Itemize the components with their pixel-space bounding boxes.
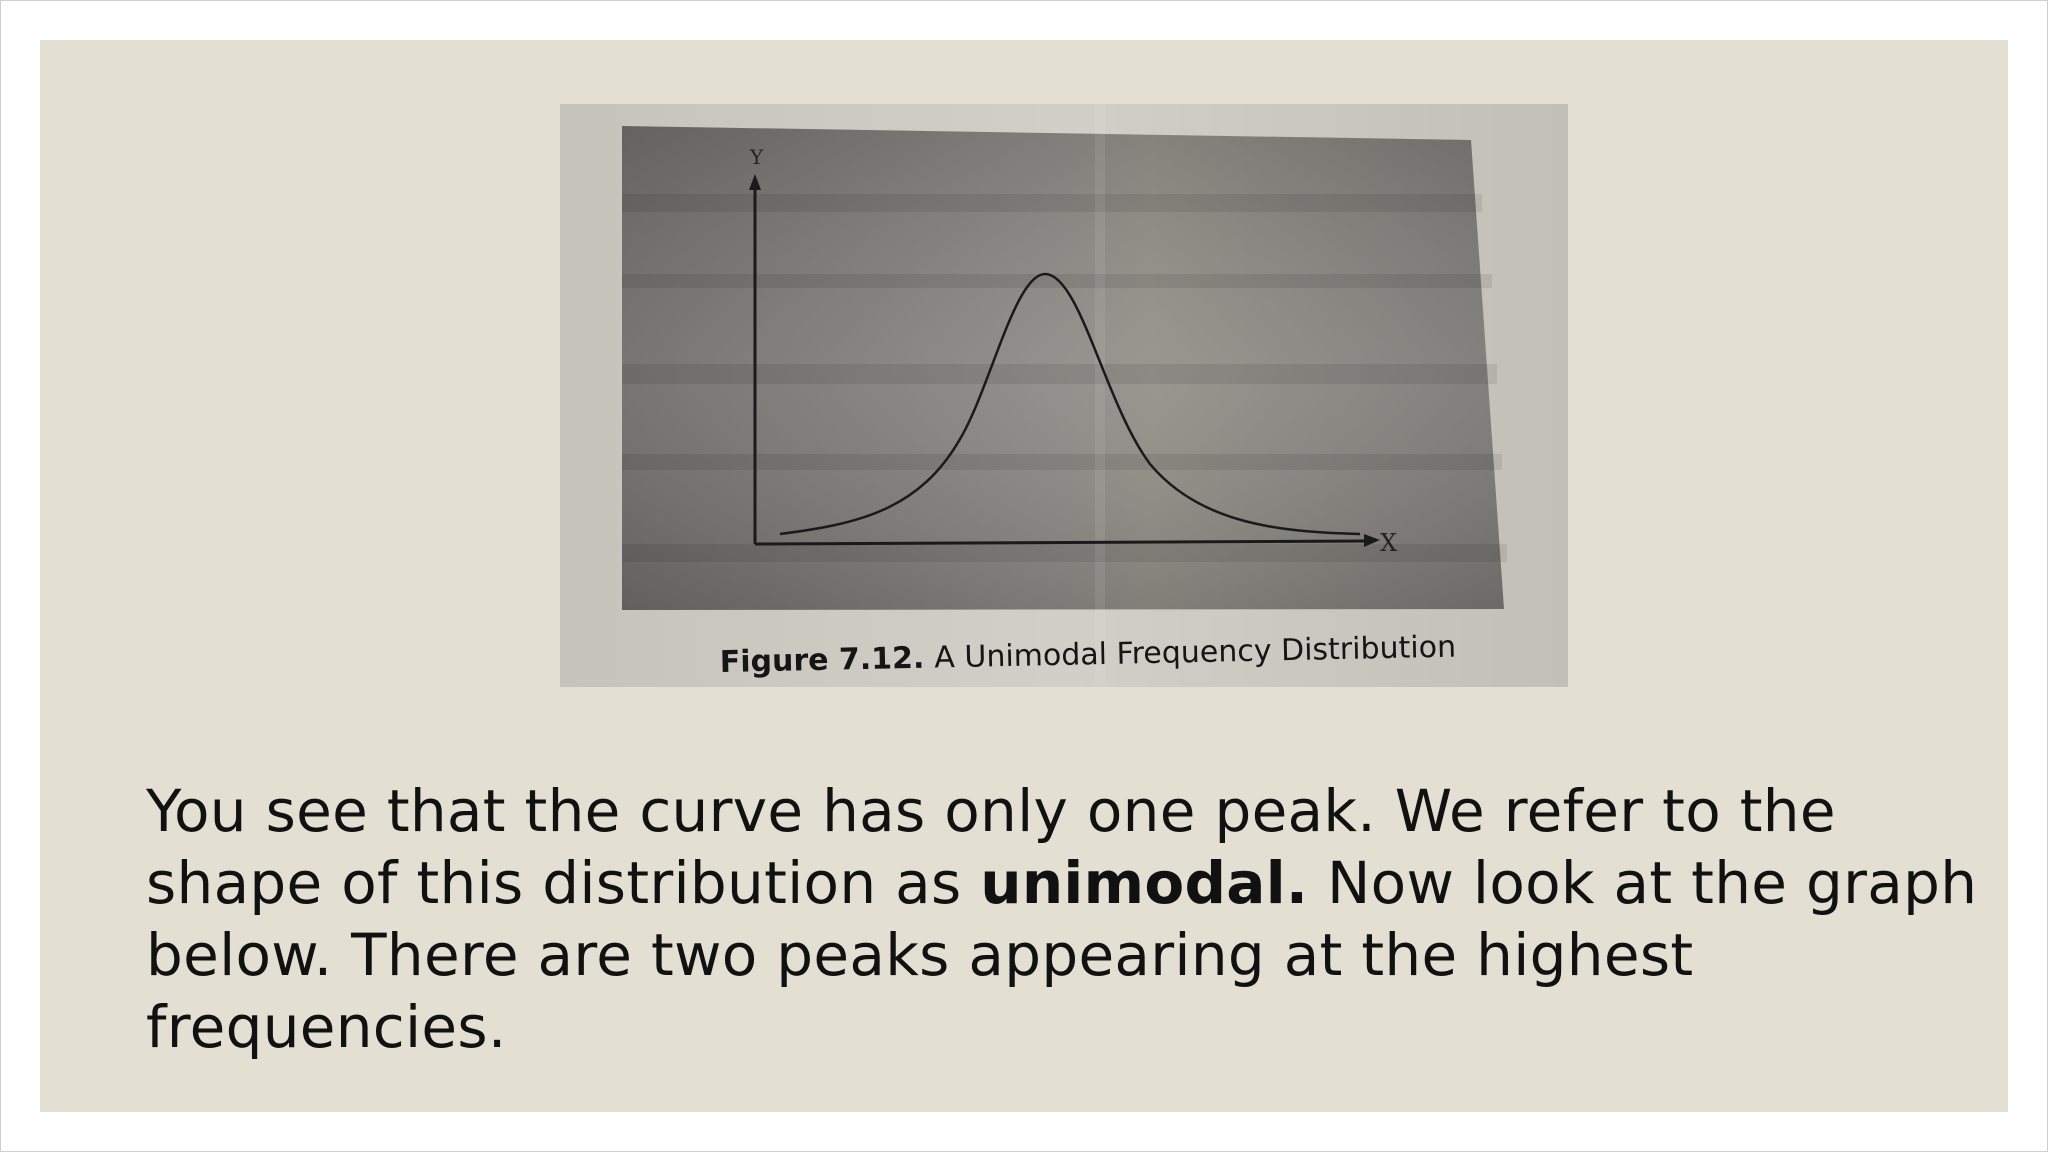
- x-axis-arrow: [1364, 534, 1380, 547]
- slide: Y X Figure 7.12. A Unimodal Frequency Dis…: [40, 40, 2008, 1112]
- figure-caption-number: Figure 7.12.: [719, 641, 924, 680]
- body-line-1: You see that the curve has only one peak…: [146, 777, 1836, 845]
- figure-photo: Y X Figure 7.12. A Unimodal Frequency Dis…: [560, 104, 1568, 687]
- body-line-3: below. There are two peaks appearing at …: [146, 921, 1694, 989]
- figure-image: Y X Figure 7.12. A Unimodal Frequency Dis…: [560, 104, 1568, 687]
- body-line-2: shape of this distribution as unimodal. …: [146, 847, 2006, 919]
- unimodal-curve: [779, 272, 1361, 536]
- body-line-2-end: Now look at the graph: [1308, 849, 1978, 917]
- x-axis: [754, 539, 1367, 546]
- y-axis-label: Y: [749, 145, 764, 169]
- body-paragraph: You see that the curve has only one peak…: [146, 775, 2006, 1063]
- term-unimodal: unimodal.: [980, 849, 1309, 917]
- body-line-4: frequencies.: [146, 993, 507, 1061]
- y-axis-arrow: [749, 174, 761, 190]
- x-axis-label: X: [1380, 529, 1397, 557]
- body-line-2-start: shape of this distribution as: [146, 849, 981, 917]
